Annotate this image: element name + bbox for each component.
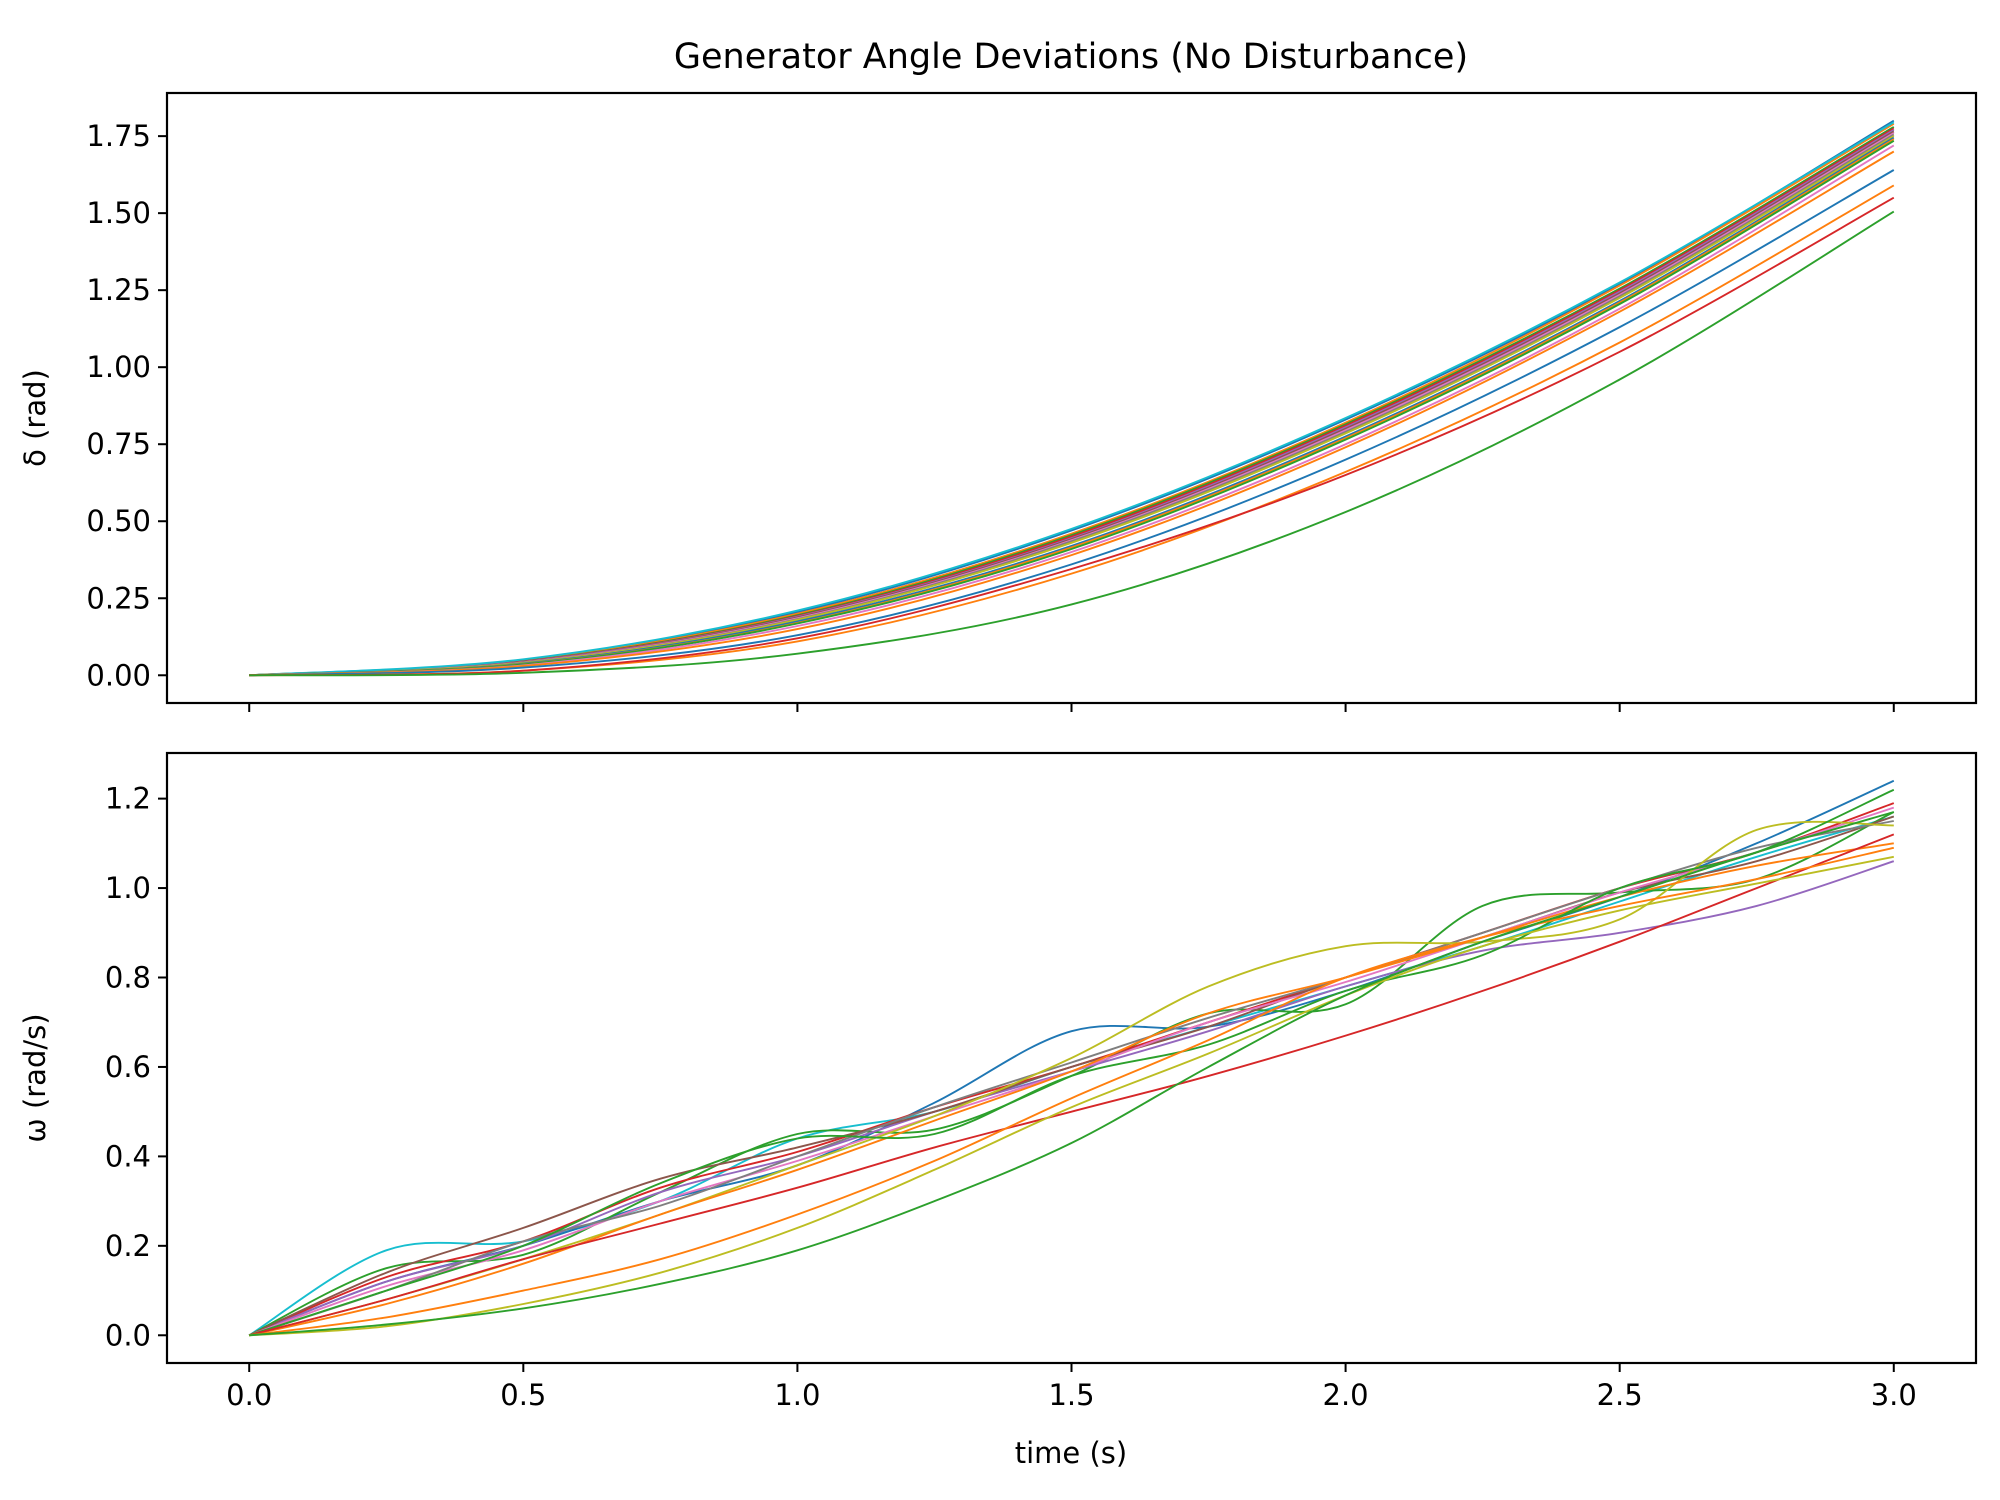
y-tick-label: 0.8	[105, 961, 151, 995]
y-tick-label: 1.00	[86, 350, 151, 384]
x-tick-label: 1.5	[1048, 1378, 1094, 1412]
chart-title: Generator Angle Deviations (No Disturban…	[674, 37, 1468, 77]
x-axis-label: time (s)	[1015, 1436, 1127, 1470]
panel-delta: δ (rad) 0.00 0.25 0.50 0.75 1.00 1.25 1.50 1.75	[18, 93, 1976, 712]
y-tick-label: 0.50	[86, 504, 151, 538]
series-line-5	[249, 130, 1894, 675]
y-tick-label: 0.0	[105, 1318, 151, 1352]
y-tick-label: 0.6	[105, 1050, 151, 1084]
y-tick-label: 1.0	[105, 871, 151, 905]
series-line-10	[249, 122, 1894, 675]
series-line-10	[249, 843, 1894, 1335]
y-tick-label: 0.25	[86, 581, 151, 615]
x-tick-label: 1.0	[774, 1378, 820, 1412]
series-group	[249, 121, 1894, 676]
x-tick-label: 3.0	[1871, 1378, 1917, 1412]
series-line-1	[249, 121, 1894, 676]
x-tick-label: 2.0	[1323, 1378, 1369, 1412]
series-line-8	[249, 135, 1894, 676]
x-tick-label: 2.5	[1597, 1378, 1643, 1412]
series-line-6	[249, 132, 1894, 676]
x-tick-label: 0.0	[226, 1378, 272, 1412]
x-tick-label: 0.5	[500, 1378, 546, 1412]
series-line-9	[249, 136, 1894, 675]
series-line-14	[249, 145, 1894, 675]
series-line-3	[249, 127, 1894, 675]
series-line-12	[249, 139, 1894, 675]
series-group	[249, 781, 1894, 1336]
y-tick-label: 0.75	[86, 427, 151, 461]
series-line-15	[249, 152, 1894, 676]
y-tick-label: 0.00	[86, 658, 151, 692]
series-line-17	[249, 185, 1894, 675]
y-tick-label: 0.4	[105, 1139, 151, 1173]
y-tick-label: 1.2	[105, 782, 151, 816]
series-line-11	[249, 138, 1894, 676]
y-tick-label: 1.75	[86, 119, 151, 153]
series-line-7	[249, 133, 1894, 675]
y-tick-label: 1.25	[86, 273, 151, 307]
y-tick-label: 0.2	[105, 1229, 151, 1263]
y-axis-label-omega: ω (rad/s)	[18, 1013, 52, 1142]
plot-frame	[167, 93, 1976, 703]
y-tick-label: 1.50	[86, 196, 151, 230]
series-line-16	[249, 170, 1894, 675]
series-line-13	[249, 141, 1894, 676]
series-line-4	[249, 128, 1894, 675]
panel-omega: ω (rad/s) 0.0 0.2 0.4 0.6 0.8 1.0 1.2 0.0 0.5 1.0…	[18, 753, 1976, 1412]
y-axis-label-delta: δ (rad)	[18, 369, 52, 467]
series-line-2	[249, 124, 1894, 676]
series-line-13	[249, 848, 1894, 1336]
